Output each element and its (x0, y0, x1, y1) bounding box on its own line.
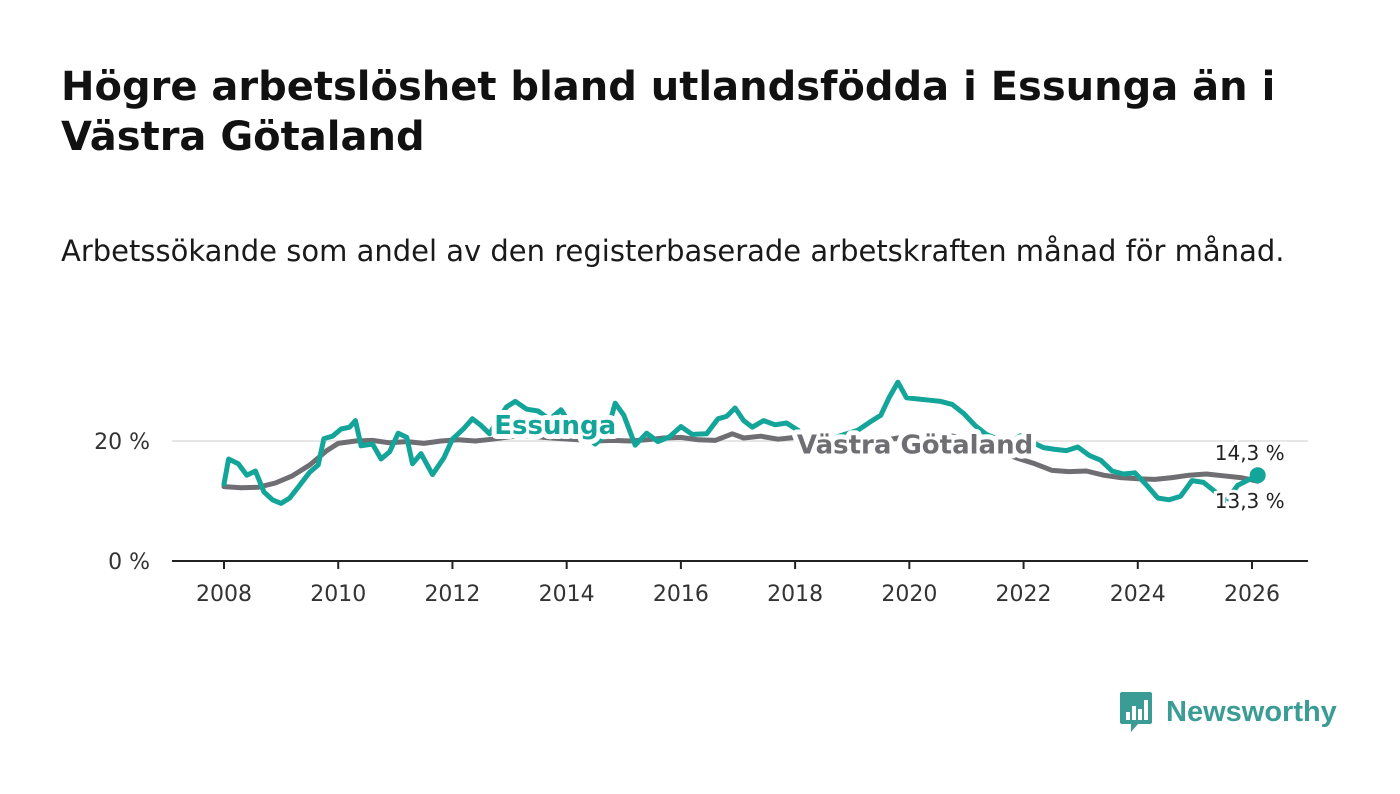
chart-subtitle: Arbetssökande som andel av den registerb… (61, 234, 1285, 268)
series-label-v-stra-g-taland: Västra Götaland (797, 431, 1033, 461)
x-tick-label: 2016 (653, 582, 709, 607)
end-point-essunga (1249, 467, 1266, 484)
x-tick-label: 2018 (767, 582, 823, 607)
x-tick-label: 2012 (424, 582, 480, 607)
series-line-essunga (221, 379, 1261, 506)
y-tick-label: 20 % (94, 430, 150, 455)
series-label-essunga: Essunga (494, 411, 616, 441)
x-tick-label: 2020 (881, 582, 937, 607)
brand-name: Newsworthy (1166, 695, 1337, 728)
y-tick-label: 0 % (108, 550, 150, 575)
newsworthy-logo: Newsworthy (1118, 690, 1337, 734)
bar-chart-speech-bubble-icon (1120, 692, 1152, 732)
end-label-essunga: 14,3 % (1215, 441, 1285, 465)
x-tick-label: 2008 (196, 582, 252, 607)
x-tick-label: 2022 (996, 582, 1052, 607)
x-tick-label: 2010 (310, 582, 366, 607)
x-tick-label: 2014 (539, 582, 595, 607)
end-label-vastra-gotaland: 13,3 % (1215, 489, 1285, 513)
x-tick-label: 2024 (1110, 582, 1166, 607)
chart-title: Högre arbetslöshet bland utlandsfödda i … (61, 64, 1276, 160)
x-tick-label: 2026 (1224, 582, 1280, 607)
